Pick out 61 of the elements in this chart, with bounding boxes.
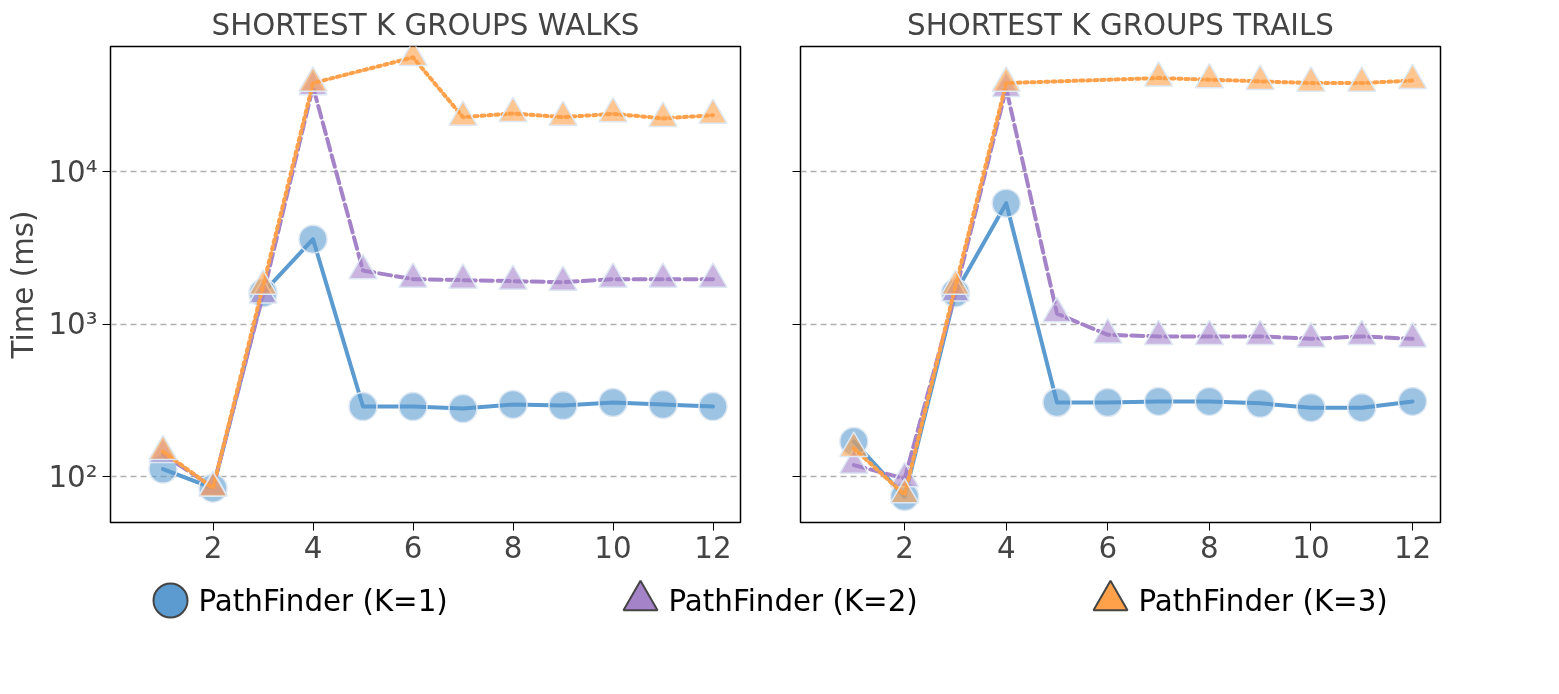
chart-title: SHORTEST K GROUPS WALKS [211, 7, 640, 42]
y-tick-label: 10³ [48, 307, 98, 342]
point [1194, 319, 1225, 346]
point [598, 96, 628, 123]
point [448, 100, 478, 127]
x-tick-label: 2 [895, 530, 914, 565]
legend-label: PathFinder (K=2) [668, 583, 918, 618]
point [1245, 319, 1275, 346]
point [348, 391, 378, 422]
legend-label: PathFinder (K=3) [1138, 583, 1388, 618]
point [698, 391, 728, 422]
point [548, 265, 578, 292]
x-tick-label: 4 [303, 530, 323, 565]
x-tick-label: 10 [1292, 530, 1330, 565]
point [1397, 63, 1428, 90]
point [398, 262, 428, 288]
point [248, 269, 278, 296]
x-tick-label: 12 [694, 530, 732, 565]
point [1194, 62, 1225, 89]
y-tick-label: 10⁴ [48, 154, 98, 189]
y-axis-title: Time (ms) [6, 210, 41, 360]
point [498, 264, 528, 291]
point [698, 262, 728, 288]
x-tick-label: 2 [203, 530, 223, 565]
point [648, 389, 678, 420]
legend-label: PathFinder (K=1) [198, 583, 448, 618]
point [548, 100, 578, 127]
point [548, 390, 578, 421]
x-tick-label: 12 [1393, 530, 1432, 565]
x-tick-label: 6 [403, 530, 423, 565]
point [1245, 64, 1275, 91]
point [648, 101, 678, 128]
x-tick-label: 8 [1200, 530, 1219, 565]
x-tick-label: 6 [1098, 530, 1118, 565]
point [348, 253, 378, 280]
point [698, 98, 728, 125]
point [498, 96, 528, 123]
point [1042, 296, 1072, 323]
point [1397, 321, 1428, 348]
x-tick-label: 10 [594, 530, 632, 565]
chart-title: SHORTEST K GROUPS TRAILS [907, 7, 1334, 42]
point [648, 262, 678, 288]
x-tick-label: 4 [996, 530, 1016, 565]
point [1296, 321, 1326, 348]
point [598, 387, 628, 418]
point [498, 389, 528, 420]
point [1143, 319, 1174, 346]
point [940, 269, 971, 296]
point [448, 263, 478, 289]
point [398, 391, 428, 422]
point [1347, 66, 1377, 92]
point [1296, 66, 1326, 92]
point [1143, 61, 1174, 87]
point [448, 393, 478, 424]
point [1347, 319, 1377, 346]
point [598, 262, 628, 288]
point [991, 66, 1021, 92]
point [1093, 317, 1123, 344]
x-tick-label: 8 [503, 530, 523, 565]
point [889, 477, 920, 504]
y-tick-label: 10² [48, 459, 98, 494]
